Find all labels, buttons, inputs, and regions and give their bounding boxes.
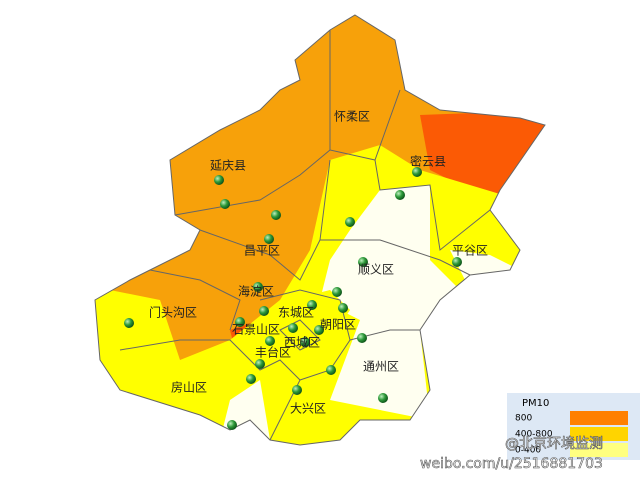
district-label: 怀柔区 [334,110,370,124]
legend-swatch [570,443,628,457]
district-label: 昌平区 [244,244,280,258]
district-label: 大兴区 [290,402,326,416]
legend: PM10 800 400-800 0-400 [507,393,640,460]
district-label: 海淀区 [238,284,274,299]
district-label: 门头沟区 [149,305,197,320]
legend-swatch [570,427,628,441]
district-label: 房山区 [171,380,207,395]
legend-label: 800 [515,414,532,424]
watermark-url: weibo.com/u/2516881703 [420,456,603,472]
district-label: 密云县 [410,154,446,169]
legend-label: 400-800 [515,430,553,440]
district-label: 东城区 [278,306,314,320]
district-label: 顺义区 [358,263,394,277]
stations [124,167,462,430]
district-label: 西城区 [284,336,320,350]
district-label: 朝阳区 [320,318,356,332]
district-label: 平谷区 [452,244,488,258]
legend-label: 0-400 [515,446,541,456]
watermark-handle: @北京环境监测 [505,436,603,452]
district-label: 丰台区 [255,345,291,360]
district-label: 延庆县 [210,159,246,173]
district-label: 石景山区 [232,323,280,337]
district-labels: 怀柔区 密云县 延庆县 昌平区 平谷区 顺义区 海淀区 门头沟区 东城区 朝阳区… [149,110,488,416]
legend-swatch [570,411,628,425]
district-label: 通州区 [363,360,399,374]
legend-title: PM10 [522,398,549,409]
